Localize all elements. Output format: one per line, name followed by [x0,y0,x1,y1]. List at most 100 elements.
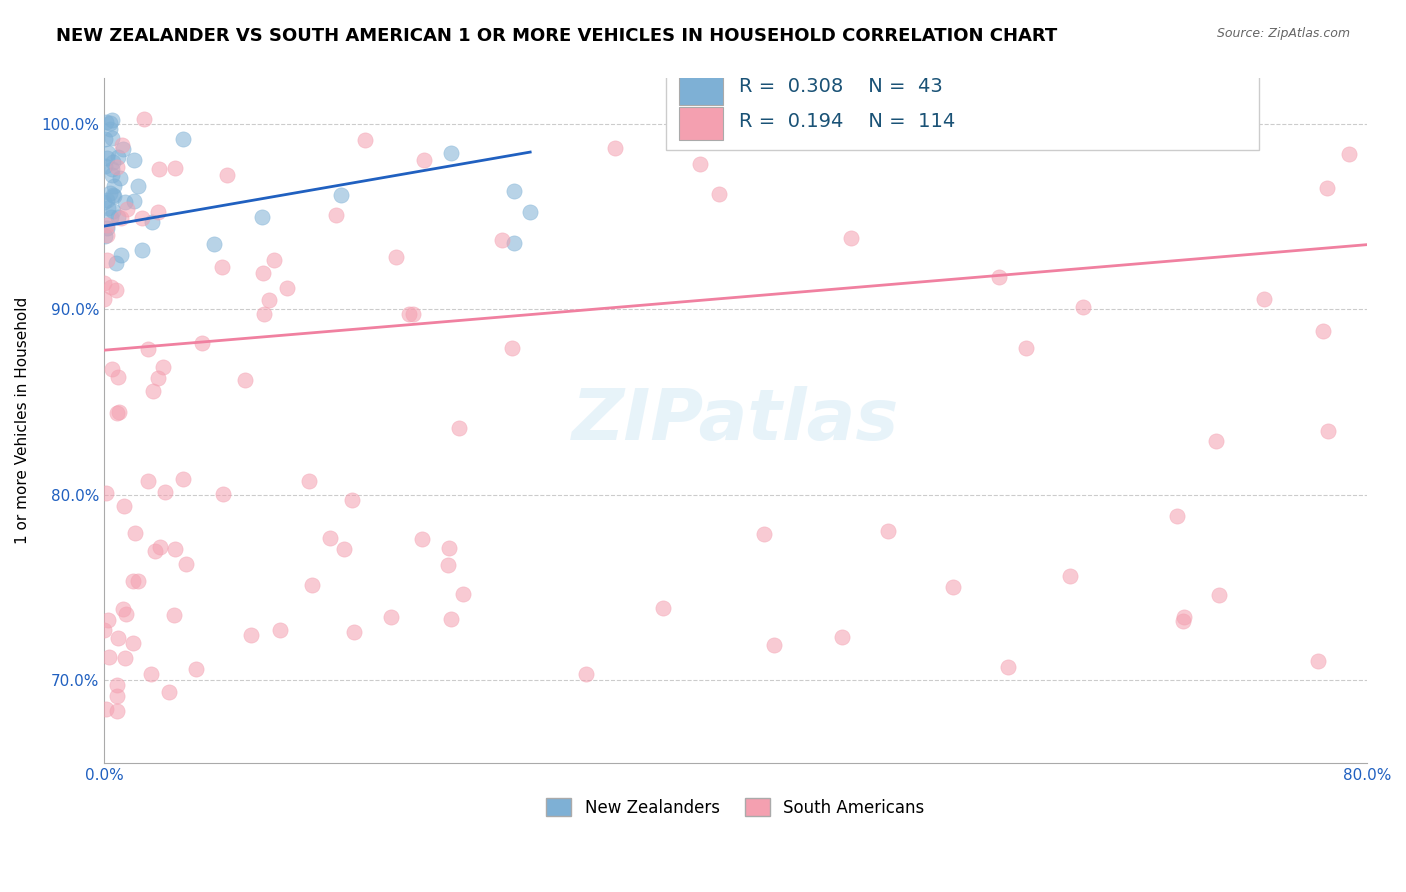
Point [1253,292,1275,306]
Point [100,362,122,376]
Point [440,146,463,161]
Point [876,524,898,539]
Point [94,114,117,128]
Point [101,113,124,128]
Point [211,487,233,501]
Point [96,227,118,242]
Point [94,159,117,173]
Point [107,370,129,384]
Point [501,341,523,355]
Point [142,384,165,398]
Point [398,307,420,321]
Text: ZIPatlas: ZIPatlas [572,386,898,455]
Point [211,260,233,274]
Point [353,133,375,147]
Point [942,580,965,594]
Point [818,135,841,149]
Point [1337,146,1360,161]
Point [127,178,149,193]
Point [93,292,115,306]
Point [97,202,120,216]
Legend: New Zealanders, South Americans: New Zealanders, South Americans [540,792,931,823]
Point [112,142,135,156]
Point [98,116,121,130]
Point [325,208,347,222]
Point [965,128,987,142]
Point [96,151,118,165]
Point [101,203,124,218]
Point [94,132,117,146]
Point [94,229,117,244]
Point [987,270,1010,285]
Point [997,660,1019,674]
Point [112,500,135,514]
Point [105,704,128,718]
Point [575,666,598,681]
Point [107,211,129,225]
Point [122,153,145,167]
Point [108,405,131,419]
Point [110,211,132,225]
Point [93,194,115,209]
Point [97,146,120,161]
Point [121,574,143,588]
Point [385,250,408,264]
Point [96,219,118,233]
Point [104,283,127,297]
Point [449,421,471,435]
Point [250,211,273,225]
Point [157,684,180,698]
Point [94,702,117,716]
Point [689,157,711,171]
Point [437,541,460,555]
Point [100,280,122,294]
Point [103,155,125,169]
Point [269,624,291,638]
Y-axis label: 1 or more Vehicles in Household: 1 or more Vehicles in Household [15,297,30,544]
Point [103,178,125,193]
Point [276,281,298,295]
Point [839,231,862,245]
Point [108,171,131,186]
Point [97,650,120,665]
Point [141,215,163,229]
FancyBboxPatch shape [679,107,723,140]
Point [253,307,276,321]
Point [172,131,194,145]
Point [107,678,129,692]
Point [1059,569,1081,583]
FancyBboxPatch shape [666,68,1260,150]
Point [298,474,321,488]
Point [191,335,214,350]
Text: R =  0.308    N =  43: R = 0.308 N = 43 [740,78,943,96]
FancyBboxPatch shape [679,72,723,105]
Point [107,150,129,164]
Point [329,187,352,202]
Point [333,541,356,556]
Text: Source: ZipAtlas.com: Source: ZipAtlas.com [1216,27,1350,40]
Point [101,130,124,145]
Point [115,202,138,216]
Point [103,189,125,203]
Point [1171,614,1194,628]
Point [124,194,146,208]
Point [97,613,120,627]
Text: NEW ZEALANDER VS SOUTH AMERICAN 1 OR MORE VEHICLES IN HOUSEHOLD CORRELATION CHAR: NEW ZEALANDER VS SOUTH AMERICAN 1 OR MOR… [56,27,1057,45]
Point [257,293,280,307]
Point [107,631,129,645]
Point [101,188,124,202]
Point [148,162,170,177]
Point [127,574,149,588]
Point [752,527,775,541]
Point [451,587,474,601]
Point [402,307,425,321]
Point [101,169,124,183]
Point [252,266,274,280]
Point [603,141,626,155]
Point [149,541,172,555]
Point [440,611,463,625]
Point [263,252,285,267]
Point [342,493,364,508]
Point [301,578,323,592]
Point [93,623,115,637]
